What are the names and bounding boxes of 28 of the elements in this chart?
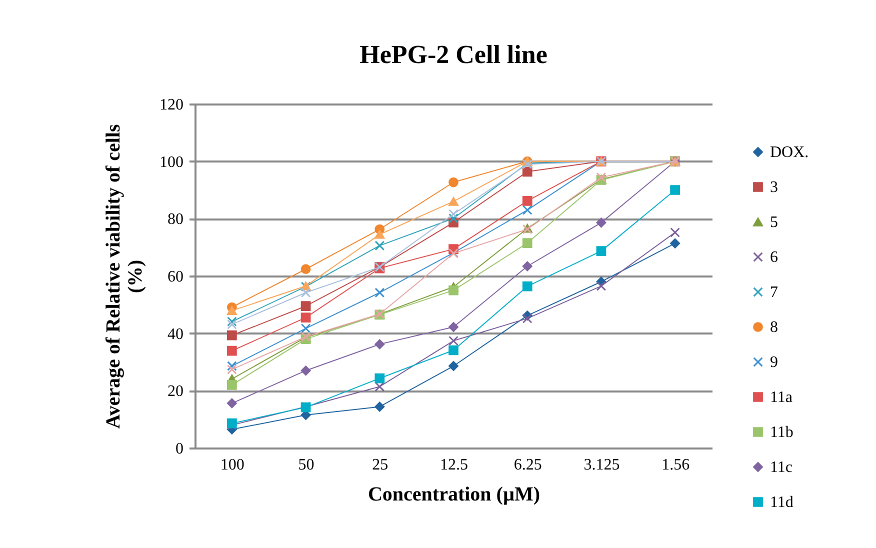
chart-title: HePG-2 Cell line [360, 40, 548, 69]
y-axis-title: Average of Relative viability of cells (%) [102, 124, 146, 429]
legend-label: 7 [770, 284, 778, 301]
legend-label: DOX. [770, 144, 809, 161]
legend-label: 11d [770, 494, 794, 511]
y-tick-label: 0 [176, 440, 184, 458]
y-tick-label: 100 [160, 154, 184, 171]
y-tick-label: 80 [168, 211, 184, 228]
x-tick-label: 3.125 [584, 456, 620, 474]
legend-label: 5 [770, 214, 778, 231]
x-tick-label: 12.5 [440, 456, 468, 474]
legend-label: 11a [770, 389, 793, 406]
legend-label: 8 [770, 319, 778, 336]
x-tick-label: 25 [372, 456, 388, 474]
legend-label: 11c [770, 459, 793, 476]
y-tick-label: 120 [160, 96, 184, 114]
y-tick-label: 40 [168, 326, 184, 343]
x-tick-label: 100 [220, 456, 244, 474]
legend-label: 9 [770, 354, 778, 371]
x-tick-label: 1.56 [662, 456, 690, 474]
y-tick-label: 60 [168, 268, 184, 286]
x-tick-label: 50 [298, 456, 314, 474]
legend-label: 6 [770, 249, 778, 266]
y-tick-label: 20 [168, 383, 184, 400]
legend-label: 3 [770, 179, 778, 196]
legend-label: 11b [770, 424, 794, 441]
x-axis-title: Concentration (µM) [368, 484, 540, 506]
x-tick-label: 6.25 [514, 456, 542, 474]
